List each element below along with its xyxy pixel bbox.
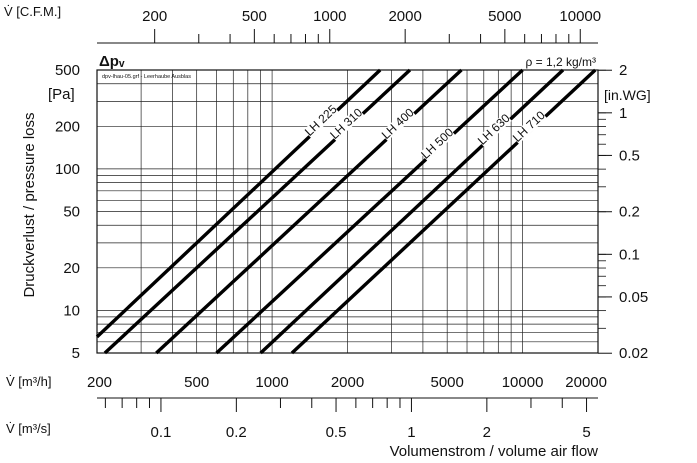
x-axis-label: Volumenstrom / volume air flow <box>390 443 599 460</box>
y-tick-label-pa: 100 <box>55 161 80 178</box>
y-tick-label-inwg: 2 <box>619 62 627 79</box>
y-tick-label-inwg: 0.2 <box>619 204 640 221</box>
x-tick-label-m3h: 500 <box>184 374 209 391</box>
x-tick-label-m3h: 20000 <box>565 374 607 391</box>
y-tick-label-inwg: 0.02 <box>619 345 648 362</box>
cfm-axis-label: V̇ [C.F.M.] <box>4 4 61 19</box>
series-label: LH 500 <box>418 125 456 162</box>
y-tick-label-pa: 200 <box>55 118 80 135</box>
series-line <box>95 68 382 339</box>
y-tick-label-pa: 10 <box>63 302 80 319</box>
x-tick-label-m3s: 5 <box>582 424 590 441</box>
delta-p-label: Δpᵥ <box>99 53 125 70</box>
y-tick-label-pa: 5 <box>72 345 80 362</box>
x-tick-label-m3s: 0.2 <box>226 424 247 441</box>
y-unit-left: [Pa] <box>48 86 75 103</box>
series-label: LH 400 <box>379 105 417 142</box>
x-tick-label-m3s: 2 <box>483 424 491 441</box>
series-label-bg <box>419 126 456 161</box>
y-tick-label-inwg: 0.5 <box>619 147 640 164</box>
file-note: dpv-lhau-05.grf - Leerhaube Ausblas <box>102 74 191 80</box>
y-tick-label-pa: 50 <box>63 204 80 221</box>
x-tick-label-cfm: 10000 <box>559 8 601 25</box>
x-tick-label-cfm: 200 <box>142 8 167 25</box>
y-tick-label-pa: 20 <box>63 260 80 277</box>
x-tick-label-cfm: 2000 <box>388 8 421 25</box>
x-label-m3s: V̇ [m³/s] <box>6 421 51 436</box>
x-tick-label-m3s: 1 <box>407 424 415 441</box>
x-tick-label-cfm: 5000 <box>488 8 521 25</box>
x-tick-label-m3h: 10000 <box>502 374 544 391</box>
series-label-bg <box>511 109 547 144</box>
series-line <box>215 68 524 355</box>
series-label-bg <box>476 112 512 147</box>
x-tick-label-m3h: 5000 <box>430 374 463 391</box>
series-line <box>259 68 565 355</box>
x-tick-label-m3h: 1000 <box>255 374 288 391</box>
x-tick-label-m3s: 0.1 <box>151 424 172 441</box>
x-tick-label-cfm: 1000 <box>313 8 346 25</box>
x-label-m3h: V̇ [m³/h] <box>6 374 52 389</box>
y-tick-label-inwg: 0.1 <box>619 246 640 263</box>
series-label-bg <box>303 103 339 138</box>
y-unit-right: [in.WG] <box>604 87 651 103</box>
y-axis-label: Druckverlust / pressure loss <box>21 112 38 297</box>
series-label-bg <box>328 107 365 141</box>
y-tick-label-inwg: 0.05 <box>619 289 648 306</box>
x-tick-label-m3s: 0.5 <box>326 424 347 441</box>
x-tick-label-m3h: 200 <box>87 374 112 391</box>
x-tick-label-m3h: 2000 <box>331 374 364 391</box>
y-tick-label-pa: 500 <box>55 62 80 79</box>
series-label-bg <box>380 107 416 141</box>
y-tick-label-inwg: 1 <box>619 105 627 122</box>
x-tick-label-cfm: 500 <box>242 8 267 25</box>
series-label: LH 630 <box>475 111 513 148</box>
density-label: ρ = 1,2 kg/m³ <box>525 55 596 69</box>
